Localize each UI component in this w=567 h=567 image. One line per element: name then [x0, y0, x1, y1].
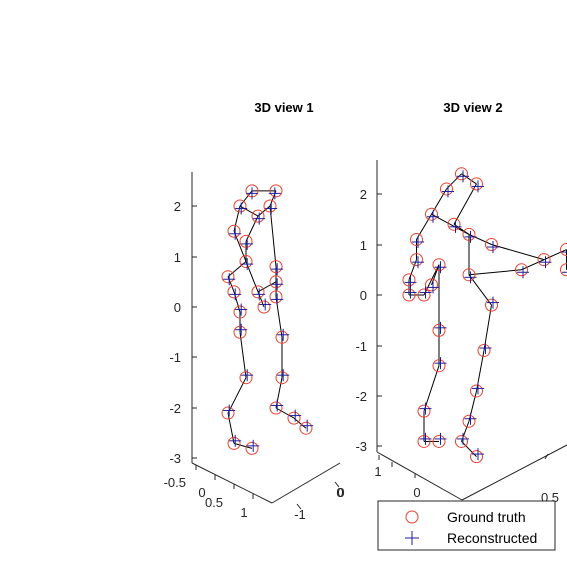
reconstructed-markers-2 — [405, 170, 567, 460]
skeleton-bone — [270, 206, 276, 267]
y-axis-line-1 — [272, 463, 340, 503]
z-tick-label-2-2: 0 — [360, 288, 367, 303]
reconstructed-markers-1 — [223, 187, 313, 452]
y-tick-label-1-1: -1 — [294, 507, 306, 522]
z-tick-label-2-1: 1 — [360, 238, 367, 253]
z-tick-label-1-4: -2 — [169, 401, 181, 416]
z-tick-label-1-5: -3 — [169, 451, 181, 466]
reconstructed-point — [246, 187, 258, 199]
skeleton-bone — [469, 270, 522, 275]
legend-label-reconstructed: Reconstructed — [447, 530, 537, 546]
skeleton-bone — [240, 332, 246, 377]
z-tick-label-1-2: 0 — [174, 300, 181, 315]
z-tick-label-2-3: -1 — [355, 339, 367, 354]
skeleton-bone — [424, 366, 439, 411]
x-tick-label-1-2: 0.5 — [205, 495, 223, 510]
skeleton-bone — [246, 262, 258, 292]
y-ticks-1: 0 -1 — [294, 482, 343, 522]
z-ticks-2: 2 1 0 -1 -2 -3 — [355, 187, 382, 454]
x-tick-label-1-0: -0.5 — [164, 475, 186, 490]
panel-3d-view-1: 3D view 1 2 1 0 -1 -2 -3 -0.5 0 — [164, 100, 344, 522]
y-tick-label-2-1: 0 — [337, 485, 344, 500]
x-ticks-1: -0.5 0 0.5 1 — [164, 465, 253, 520]
panel-3d-view-2: 3D view 2 2 1 0 -1 -2 -3 0 0.5 1 — [337, 100, 567, 505]
chart-title-2: 3D view 2 — [443, 100, 502, 115]
x-tick-label-1-3: 1 — [240, 505, 247, 520]
x-ticks-2: 0 0.5 — [413, 454, 559, 505]
chart-title-1: 3D view 1 — [254, 100, 313, 115]
x-tick-label-2-0: 0 — [413, 485, 420, 500]
y-ticks-2: 1 0 — [337, 455, 392, 500]
z-tick-label-1-3: -1 — [169, 350, 181, 365]
skeleton-bone — [246, 216, 258, 241]
z-tick-label-2-4: -2 — [355, 389, 367, 404]
ground-truth-markers-1 — [222, 185, 312, 455]
z-tick-label-2-5: -3 — [355, 439, 367, 454]
legend-label-ground-truth: Ground truth — [447, 509, 526, 525]
skeleton-bone — [492, 245, 545, 260]
skeleton-bone — [228, 413, 234, 443]
skeleton-bone — [454, 184, 477, 224]
z-ticks-1: 2 1 0 -1 -2 -3 — [169, 199, 197, 466]
ground-truth-markers-2 — [403, 168, 567, 463]
z-tick-label-1-0: 2 — [174, 199, 181, 214]
legend: Ground truth Reconstructed — [378, 501, 555, 550]
skeleton-bone — [432, 189, 447, 214]
y-tick-label-2-0: 1 — [374, 464, 381, 479]
z-tick-label-2-0: 2 — [360, 187, 367, 202]
z-tick-label-1-1: 1 — [174, 250, 181, 265]
skeleton-bone — [417, 214, 432, 239]
